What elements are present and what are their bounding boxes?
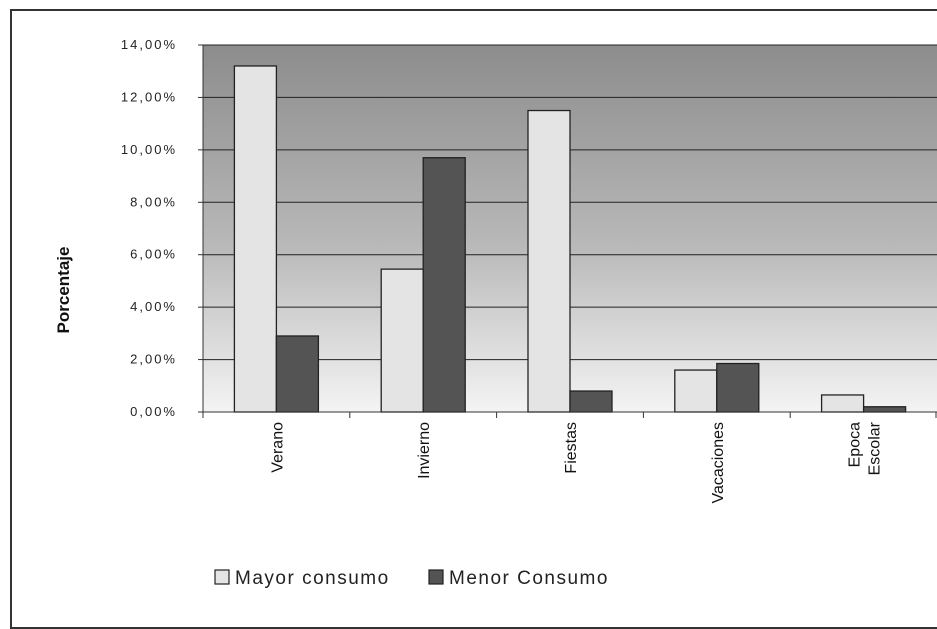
bar — [862, 406, 907, 413]
x-category-label: Verano — [269, 422, 286, 473]
x-category-label: Fiestas — [563, 422, 580, 474]
axes — [202, 45, 937, 418]
x-category-label: Escolar — [867, 421, 884, 475]
bar — [716, 362, 760, 413]
y-tick-labels: 0,00% 2,00% 4,00% 6,00% 8,00% 10,00% 12,00% 14,… — [121, 37, 203, 419]
bar — [674, 369, 718, 413]
bar — [820, 394, 865, 413]
y-tick-label: 6,00% — [130, 247, 177, 262]
y-tick-label: 4,00% — [130, 299, 177, 314]
legend: Mayor consumo Menor Consumo — [214, 568, 609, 589]
y-tick-label: 12,00% — [121, 89, 177, 104]
bar-chart: 0,00% 2,00% 4,00% 6,00% 8,00% 10,00% 12,00% 14,… — [54, 37, 937, 589]
y-tick-label: 2,00% — [130, 352, 177, 367]
bars — [233, 65, 907, 413]
y-tick-label: 8,00% — [130, 194, 177, 209]
legend-label: Mayor consumo — [235, 568, 390, 589]
y-tick-label: 10,00% — [121, 142, 177, 157]
x-category-labels: Verano Invierno Fiestas Vacaciones Epoca Esco… — [269, 421, 883, 503]
bar — [422, 157, 466, 413]
x-category-label: Invierno — [416, 422, 433, 479]
y-axis-label: Porcentaje — [54, 247, 73, 334]
y-tick-label: 0,00% — [130, 404, 177, 419]
legend-swatch — [214, 569, 230, 585]
x-category-label: Vacaciones — [710, 422, 727, 504]
bar — [569, 390, 613, 413]
x-category-label: Epoca — [847, 422, 864, 467]
bar — [275, 335, 320, 413]
bar — [527, 109, 571, 413]
y-tick-label: 14,00% — [121, 37, 177, 52]
bar — [380, 268, 424, 413]
legend-label: Menor Consumo — [449, 568, 609, 589]
legend-swatch — [428, 569, 444, 585]
bar — [233, 65, 278, 413]
